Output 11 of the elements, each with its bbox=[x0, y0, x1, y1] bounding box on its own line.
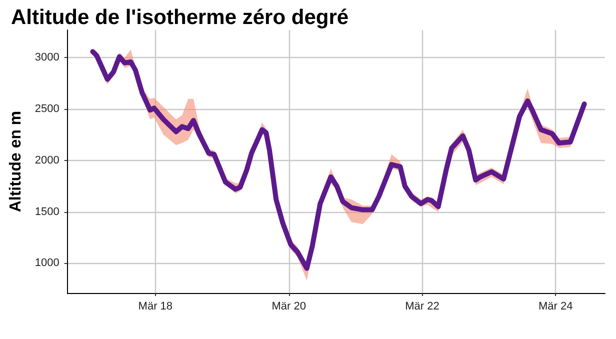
x-tick-label: Mär 20 bbox=[272, 300, 306, 312]
y-tick-label: 1000 bbox=[34, 257, 60, 270]
y-tick-label: 1500 bbox=[34, 206, 60, 218]
y-axis-title: Altitude en m bbox=[8, 110, 24, 212]
y-tick-label: 2500 bbox=[34, 103, 60, 116]
x-tick-label: Mär 24 bbox=[538, 300, 573, 312]
y-tick-label: 2000 bbox=[34, 154, 60, 166]
x-tick-label: Mär 22 bbox=[405, 300, 440, 312]
y-tick-label: 3000 bbox=[34, 52, 60, 64]
chart-title: Altitude de l'isotherme zéro degré bbox=[11, 6, 349, 29]
x-tick-label: Mär 18 bbox=[138, 300, 173, 312]
